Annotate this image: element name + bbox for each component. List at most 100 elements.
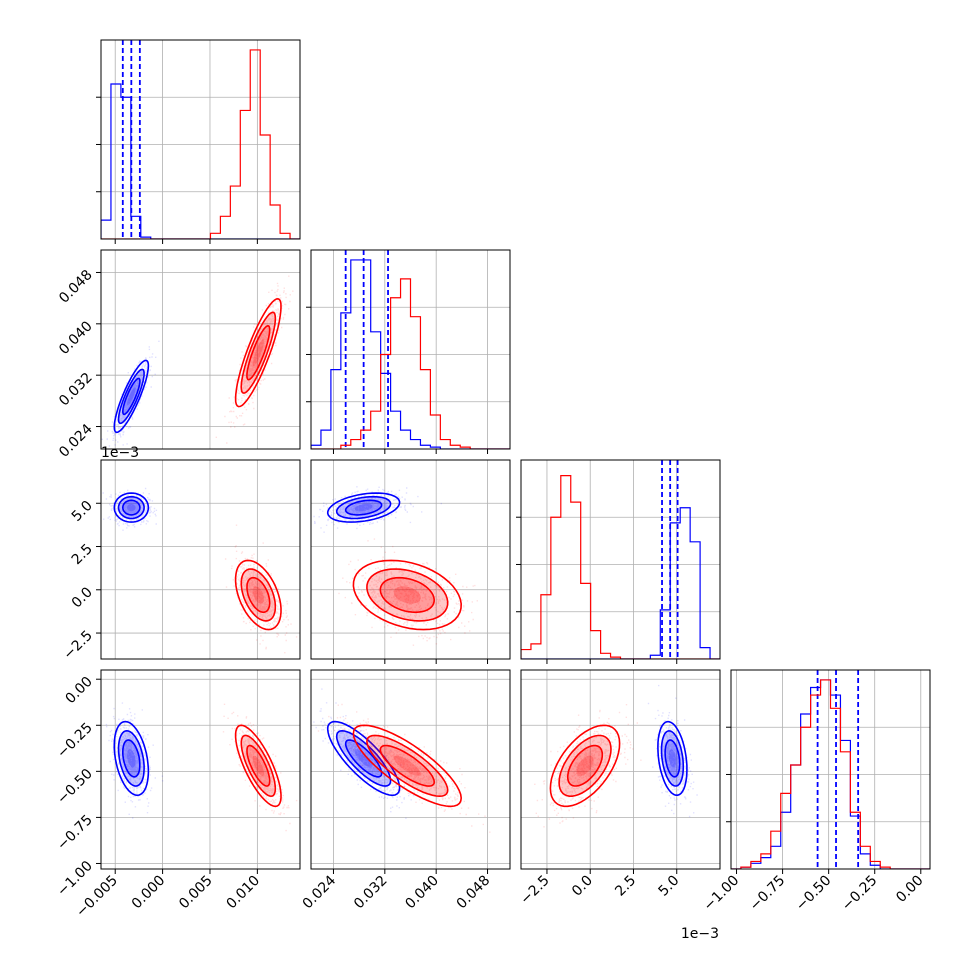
x-tick-label: 0.032	[351, 873, 391, 913]
y-tick-label: −0.50	[54, 766, 96, 808]
density-contour	[326, 720, 401, 797]
density-contour	[352, 724, 463, 808]
density-contour	[344, 499, 383, 516]
scatter-panel-p2-p3	[521, 670, 720, 869]
histogram-p2	[521, 507, 720, 659]
y-tick-label: 0.00	[62, 674, 95, 707]
histogram-panel-p3	[731, 670, 930, 869]
density-contour	[393, 586, 421, 604]
x-tick-label: 0.024	[300, 872, 340, 912]
histogram-p3	[731, 679, 930, 869]
density-contour	[354, 504, 373, 512]
density-contour	[366, 568, 449, 622]
x-offset-label: 1e−3	[681, 926, 719, 942]
scatter-panel-p0-p1	[101, 250, 300, 449]
density-contour	[566, 744, 604, 787]
x-tick-label: 0.00	[893, 873, 926, 906]
panel-frame	[100, 669, 301, 870]
density-contour	[664, 739, 681, 778]
y-tick-label: 5.0	[69, 498, 96, 525]
density-contour	[252, 755, 264, 776]
histogram-p2	[521, 475, 720, 659]
density-contour	[240, 734, 277, 798]
y-tick-label: 0.040	[56, 318, 96, 358]
density-contour	[234, 297, 282, 408]
x-tick-label: 0.000	[129, 873, 169, 913]
x-tick-label: 5.0	[656, 873, 683, 900]
panel-frame	[730, 669, 931, 870]
histogram-panel-p0	[101, 40, 300, 239]
density-contour	[246, 324, 271, 381]
density-contour	[234, 724, 282, 808]
density-contour	[335, 495, 392, 520]
scatter-panel-p1-p3	[311, 670, 510, 869]
density-contour	[246, 744, 271, 787]
panel-frame	[310, 249, 511, 450]
x-tick-label: 0.0	[569, 873, 596, 900]
histogram-panel-p1	[311, 250, 510, 449]
density-contour	[121, 377, 141, 416]
x-tick-label: 0.040	[402, 873, 442, 913]
density-contour	[127, 387, 136, 406]
x-tick-label: 0.010	[224, 873, 264, 913]
x-tick-label: 2.5	[612, 873, 639, 900]
scatter-panel-p0-p2	[101, 460, 300, 659]
density-contour	[393, 755, 421, 776]
histogram-p0	[101, 83, 300, 239]
density-contour	[117, 368, 145, 425]
scatter-panel-p1-p2	[311, 460, 510, 659]
scatter-panel-p0-p3	[101, 670, 300, 869]
histogram-p0	[101, 49, 300, 239]
y-tick-label: 0.032	[56, 370, 96, 410]
density-contour	[379, 744, 436, 787]
density-contour	[379, 576, 436, 614]
panel-frame	[520, 669, 721, 870]
density-contour	[657, 720, 688, 796]
histogram-p1	[311, 278, 510, 449]
panel-frame	[100, 459, 301, 660]
panel-frame	[100, 249, 301, 450]
histogram-panel-p2	[521, 460, 720, 659]
x-tick-label: −0.50	[793, 873, 835, 915]
density-contour	[354, 749, 373, 768]
scatter-points	[222, 703, 298, 832]
density-contour	[122, 739, 141, 778]
density-contour	[234, 559, 282, 631]
scatter-points	[101, 340, 160, 447]
density-contour	[558, 734, 612, 797]
scatter-points	[102, 487, 158, 531]
density-contour	[576, 755, 594, 776]
scatter-points	[215, 275, 294, 444]
panel-frame	[310, 669, 511, 870]
density-contour	[240, 568, 277, 622]
x-tick-label: 0.048	[454, 873, 494, 913]
scatter-points	[224, 524, 298, 654]
density-contour	[113, 492, 150, 523]
y-tick-label: −2.5	[60, 628, 95, 663]
scatter-points	[647, 684, 698, 818]
density-contour	[366, 734, 449, 798]
y-tick-label: 0.024	[56, 421, 96, 461]
density-contour	[113, 359, 150, 434]
panel-frame	[310, 459, 511, 660]
density-contour	[344, 739, 383, 778]
histogram-p1	[311, 259, 510, 449]
density-contour	[127, 504, 136, 512]
x-tick-label: −0.25	[839, 873, 881, 915]
density-contour	[252, 339, 264, 367]
density-contour	[326, 492, 401, 523]
density-contour	[113, 720, 150, 797]
scatter-points	[105, 702, 164, 819]
panel-frame	[100, 39, 301, 240]
density-contour	[246, 576, 271, 614]
y-tick-label: 2.5	[69, 541, 96, 568]
y-tick-label: −0.75	[54, 812, 96, 854]
y-tick-label: 0.048	[56, 267, 96, 307]
x-tick-label: 0.005	[176, 873, 216, 913]
density-contour	[240, 311, 277, 394]
density-contour	[121, 499, 141, 516]
panel-frame	[520, 459, 721, 660]
y-offset-label: 1e−3	[101, 445, 139, 461]
density-contour	[127, 749, 136, 768]
